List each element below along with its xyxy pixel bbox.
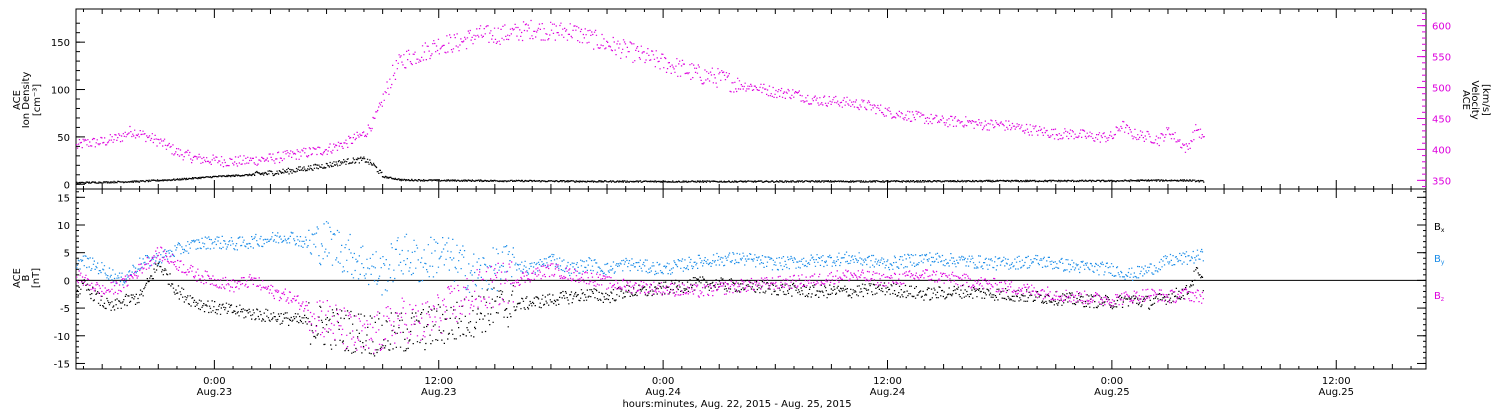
series-Bz [76, 246, 1204, 354]
y-tick-label-bottom: -10 [54, 332, 70, 343]
legend-by-sub: y [1441, 259, 1445, 266]
x-tick-label-date: Aug.23 [197, 387, 232, 398]
x-tick-label-time: 12:00 [424, 376, 453, 387]
y-tick-label-right: 550 [1432, 53, 1451, 64]
top-ylabel-right-2: [km/s] [1480, 84, 1491, 116]
legend-bx: Bx [1434, 222, 1445, 234]
top-ylabel-left-1: Ion Density [21, 72, 32, 129]
legend-by-label: B [1434, 254, 1441, 265]
top-panel-frame [75, 8, 1427, 190]
y-tick-label-bottom: 10 [57, 221, 70, 232]
x-tick-label-time: 0:00 [203, 376, 225, 387]
y-tick-label-left: 100 [51, 86, 70, 97]
y-tick-label-right: 450 [1432, 114, 1451, 125]
x-tick-label-date: Aug.24 [645, 387, 680, 398]
legend-by: By [1434, 254, 1445, 266]
x-tick-label-time: 0:00 [652, 376, 674, 387]
y-tick-label-left: 0 [64, 180, 70, 191]
x-axis-label: hours:minutes, Aug. 22, 2015 - Aug. 25, … [622, 399, 851, 410]
legend-bx-label: B [1434, 222, 1441, 233]
series-velocity [76, 19, 1205, 168]
chart-marks: 0:00Aug.2312:00Aug.230:00Aug.2412:00Aug.… [51, 9, 1451, 398]
y-tick-label-bottom: -5 [60, 304, 70, 315]
legend-bz-sub: z [1441, 296, 1444, 303]
series-By [76, 221, 1204, 296]
x-tick-label-date: Aug.25 [1319, 387, 1354, 398]
x-tick-label-time: 12:00 [1322, 376, 1351, 387]
x-tick-label-date: Aug.24 [870, 387, 905, 398]
series-Bx [76, 262, 1204, 357]
y-tick-label-right: 350 [1432, 176, 1451, 187]
legend: Bx By Bz [1434, 222, 1445, 303]
y-tick-label-left: 50 [57, 133, 70, 144]
series-density [76, 156, 1205, 184]
x-tick-label-date: Aug.25 [1094, 387, 1129, 398]
legend-bx-sub: x [1441, 227, 1445, 234]
y-tick-label-right: 500 [1432, 84, 1451, 95]
top-ylabel-right-0: ACE [1460, 90, 1471, 110]
bottom-panel-frame [75, 188, 1427, 370]
top-ylabel-left-2: [cm⁻³] [32, 84, 43, 116]
x-tick-label-date: Aug.23 [421, 387, 456, 398]
y-tick-label-bottom: -15 [54, 359, 70, 370]
legend-bz-label: B [1434, 291, 1441, 302]
legend-bz: Bz [1434, 291, 1444, 303]
y-tick-label-bottom: 0 [64, 276, 70, 287]
bottom-ylabel-left-0: ACE [12, 268, 23, 288]
y-tick-label-left: 150 [51, 38, 70, 49]
top-ylabel-right-1: Velocity [1469, 80, 1480, 119]
x-tick-label-time: 0:00 [1101, 376, 1123, 387]
top-ylabel-left-0: ACE [12, 90, 23, 110]
y-tick-label-right: 600 [1432, 22, 1451, 33]
y-tick-label-bottom: 5 [64, 249, 70, 260]
y-tick-label-bottom: 15 [57, 193, 70, 204]
x-tick-label-time: 12:00 [873, 376, 902, 387]
y-tick-label-right: 400 [1432, 145, 1451, 156]
bottom-ylabel-left-2: [nT] [31, 268, 42, 288]
bottom-ylabel-left-1: B [21, 274, 32, 281]
